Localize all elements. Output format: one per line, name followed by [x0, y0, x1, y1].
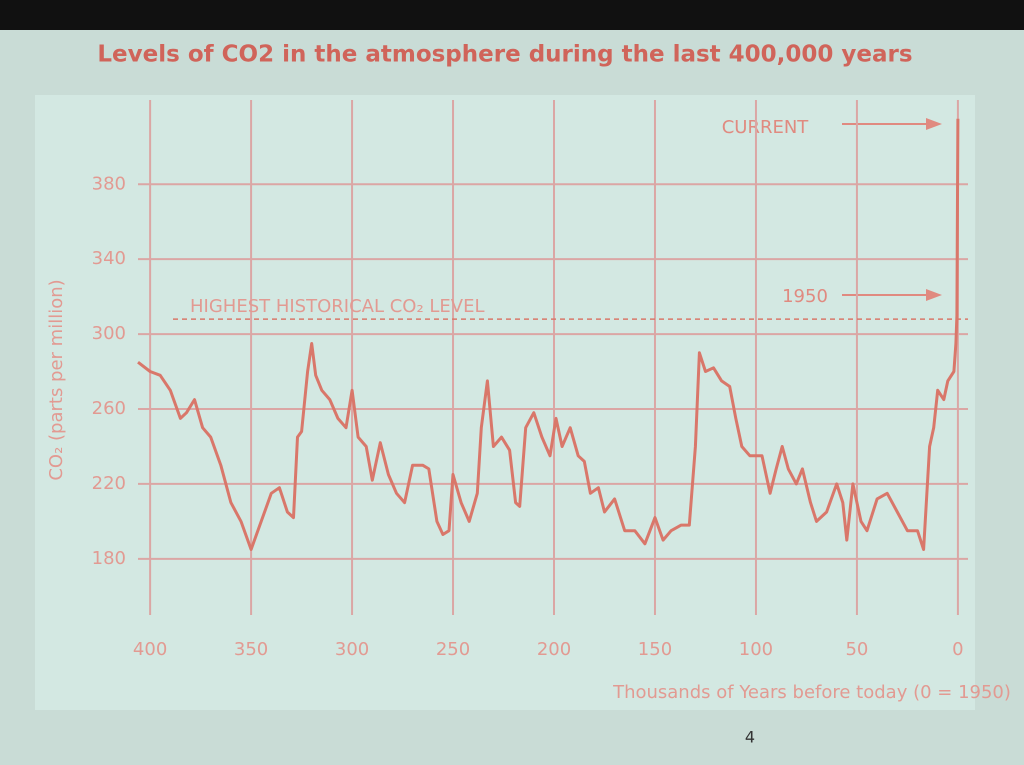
- annotation: 1950: [782, 286, 828, 307]
- x-tick-label: 350: [234, 639, 268, 660]
- data-line: [137, 118, 960, 551]
- y-tick-label: 260: [92, 398, 126, 419]
- x-tick-label: 0: [952, 639, 963, 660]
- x-tick-label: 150: [638, 639, 672, 660]
- x-tick-label: 300: [335, 639, 369, 660]
- y-tick-label: 300: [92, 323, 126, 344]
- arrow-head: [926, 118, 942, 130]
- x-tick-label: 100: [739, 639, 773, 660]
- x-tick-label: 250: [436, 639, 470, 660]
- reference-label: HIGHEST HISTORICAL CO₂ LEVEL: [190, 296, 485, 317]
- y-axis-label: CO₂ (parts per million): [46, 279, 67, 480]
- x-axis-label: Thousands of Years before today (0 = 195…: [612, 682, 1011, 703]
- y-tick-label: 340: [92, 248, 126, 269]
- x-tick-label: 50: [845, 639, 868, 660]
- chart-title: Levels of CO2 in the atmosphere during t…: [97, 42, 912, 68]
- arrow-head: [926, 289, 942, 301]
- y-tick-label: 220: [92, 473, 126, 494]
- annotation: CURRENT: [722, 117, 810, 138]
- x-tick-label: 400: [133, 639, 167, 660]
- screen-bezel: [0, 0, 1024, 30]
- x-tick-label: 200: [537, 639, 571, 660]
- y-tick-label: 380: [92, 173, 126, 194]
- y-tick-label: 180: [92, 548, 126, 569]
- page-number: 4: [745, 728, 755, 747]
